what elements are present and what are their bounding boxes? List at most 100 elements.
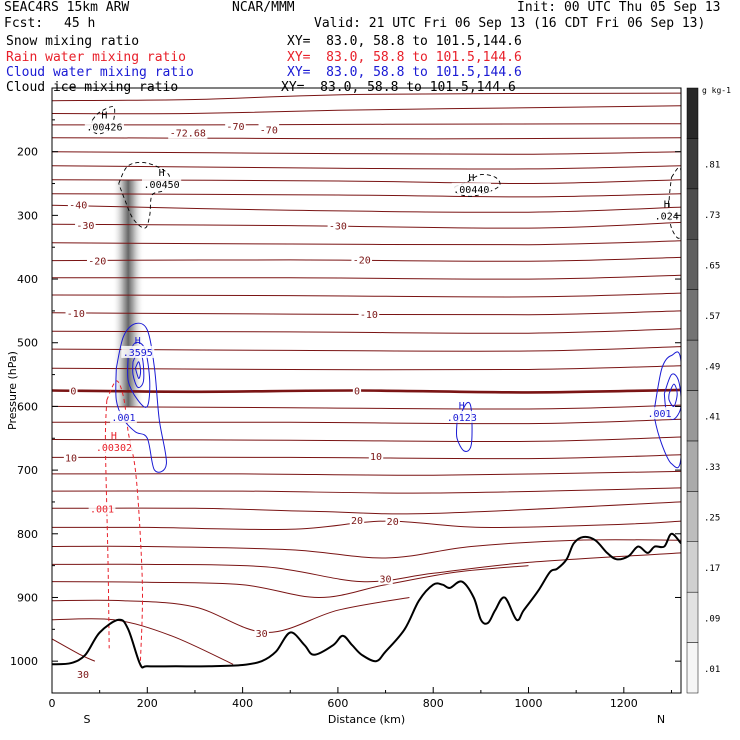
- isotherm-line: [52, 105, 681, 115]
- colorbar-level-label: .25: [704, 514, 720, 524]
- isotherm-line: [52, 365, 681, 371]
- header: SEAC4RS 15km ARW NCAR/MMM Init: 00 UTC T…: [0, 0, 740, 100]
- max-marker-label: H: [111, 431, 117, 442]
- y-tick-label: 1000: [10, 655, 38, 668]
- max-value-label: .001: [90, 505, 114, 516]
- temperature-label: 30: [77, 670, 89, 681]
- valid-label: Valid: 21 UTC Fri 06 Sep 13 (16 CDT Fri …: [314, 16, 706, 31]
- temperature-label-bg: [86, 254, 108, 267]
- cloud-ice-contour: [454, 173, 501, 197]
- temperature-label: 0: [354, 387, 360, 398]
- cloud-water-contour: [134, 361, 142, 379]
- temperature-label-bg: [385, 515, 400, 528]
- isotherm-line: [52, 165, 681, 170]
- isotherm-line: [52, 565, 529, 599]
- temperature-label-bg: [168, 126, 208, 139]
- temperature-label-bg: [67, 198, 89, 211]
- max-value-label: .00426: [86, 122, 122, 133]
- isotherm-line: [52, 539, 681, 559]
- isotherm-line: [52, 454, 681, 460]
- y-tick-label: 700: [17, 464, 38, 477]
- left-endpoint-label: S: [84, 713, 91, 726]
- temperature-label: -70: [226, 122, 244, 133]
- max-value-bg: [88, 502, 116, 515]
- x-tick-label: 1200: [610, 697, 638, 710]
- producer-label: NCAR/MMM: [232, 0, 295, 15]
- max-value-bg: [141, 177, 182, 190]
- colorbar-segment: [686, 87, 699, 139]
- colorbar-segment: [686, 339, 699, 391]
- colorbar-level-label: .49: [704, 362, 720, 372]
- max-value-bg: [445, 410, 479, 423]
- right-endpoint-label: N: [657, 713, 665, 726]
- max-value-label: .001: [111, 413, 135, 424]
- snow-column-group: [112, 180, 145, 407]
- isotherm-line: [52, 221, 681, 229]
- colorbar-level-label: .65: [704, 261, 720, 271]
- colorbar-segment: [686, 289, 699, 341]
- temperature-label: -30: [76, 221, 94, 232]
- plot-frame: [51, 87, 682, 694]
- temperature-label-bg: [352, 384, 362, 397]
- y-tick-label: 800: [17, 528, 38, 541]
- cloud-water-contour: [668, 383, 678, 408]
- isotherm-line: [52, 123, 681, 126]
- colorbar-segment: [686, 541, 699, 593]
- max-marker-label: H: [135, 336, 141, 347]
- isotherm-line: [52, 618, 234, 665]
- isotherm-line: [52, 92, 681, 102]
- colorbar-level-label: .01: [704, 665, 720, 675]
- temperature-label-bg: [254, 627, 269, 640]
- rain-water-contour: [106, 380, 144, 667]
- max-value-label: .0123: [447, 413, 477, 424]
- temperature-label-bg: [63, 451, 79, 464]
- isotherm-line: [52, 404, 681, 410]
- max-value-bg: [94, 440, 134, 453]
- max-value-bg: [84, 120, 125, 133]
- isotherm-line: [52, 418, 681, 425]
- isotherm-line: [52, 552, 681, 583]
- isotherm-line: [52, 193, 681, 198]
- colorbar-units: g kg-1: [702, 86, 731, 95]
- isotherm-line: [52, 204, 681, 213]
- isotherm-line: [52, 597, 410, 634]
- cloud-water-contour: [127, 341, 151, 408]
- max-value-label: .00302: [96, 443, 132, 454]
- cloud-water-contour: [455, 401, 473, 452]
- isotherm-line: [52, 240, 681, 246]
- x-tick-label: 800: [423, 697, 444, 710]
- colorbar-level-label: .57: [704, 312, 720, 322]
- max-marker-label: H: [101, 110, 107, 121]
- x-tick-label: 400: [232, 697, 253, 710]
- temperature-label: -10: [360, 310, 378, 321]
- temperature-label: -40: [69, 201, 87, 212]
- snow-column-shading: [112, 180, 145, 407]
- temperature-label-bg: [349, 513, 365, 526]
- isotherm-line: [52, 328, 681, 334]
- temperature-label: 10: [370, 452, 382, 463]
- temperature-label: 10: [65, 453, 77, 464]
- colorbar-level-label: .41: [704, 413, 720, 423]
- colorbar-segment: [686, 440, 699, 492]
- temperature-label-bg: [351, 253, 373, 266]
- isotherm-line: [52, 310, 681, 316]
- max-value-bg: [110, 410, 137, 423]
- max-marker-label: H: [459, 401, 465, 412]
- temperature-label: -10: [67, 309, 85, 320]
- cloud-ice-contour: [668, 167, 681, 239]
- colorbar-level-label: .17: [704, 564, 720, 574]
- legend-rain-xy: XY= 83.0, 58.8 to 101.5,144.6: [287, 50, 522, 65]
- y-tick-label: 600: [17, 400, 38, 413]
- isotherm-line: [52, 470, 681, 476]
- x-tick-label: 600: [327, 697, 348, 710]
- isotherm-line: [52, 137, 681, 140]
- x-tick-label: 0: [49, 697, 56, 710]
- isotherm-line: [52, 638, 96, 662]
- colorbar-segment: [686, 491, 699, 543]
- temperature-label: 20: [387, 517, 399, 528]
- cloud-water-contour: [653, 351, 681, 469]
- temperature-label: -20: [88, 257, 106, 268]
- colorbar-segment: [686, 591, 699, 643]
- isotherm-line: [52, 487, 681, 494]
- temperature-label: 20: [351, 516, 363, 527]
